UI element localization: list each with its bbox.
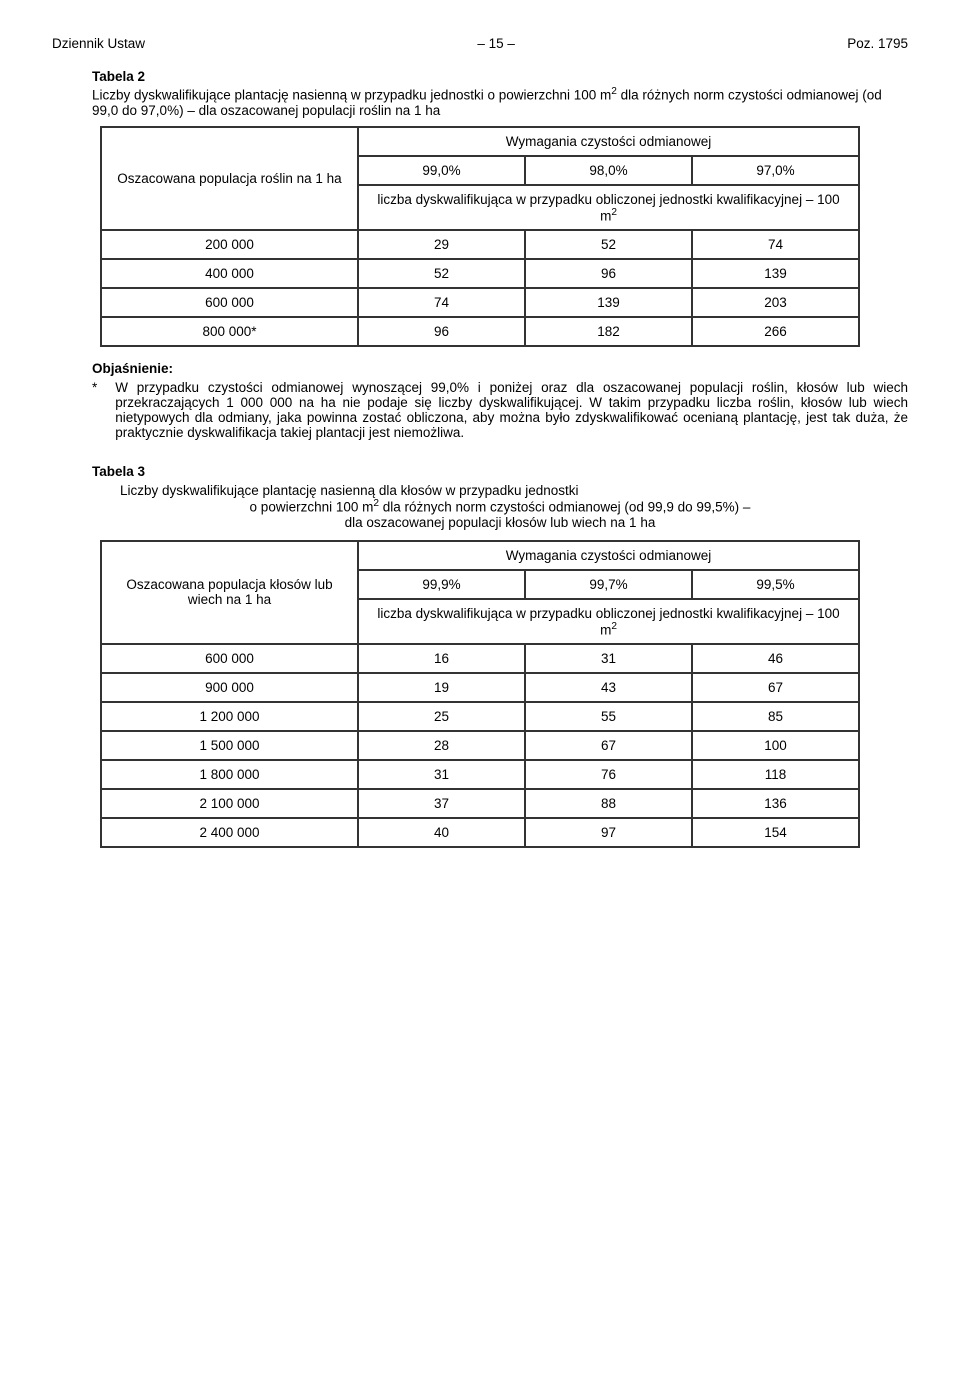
table3-intro: Liczby dyskwalifikujące plantację nasien…: [52, 483, 908, 530]
explain-star: *: [92, 380, 97, 440]
cell-4-1: 76: [525, 760, 692, 789]
cell-6-2: 154: [692, 818, 859, 847]
table-row: 2 100 0003788136: [101, 789, 859, 818]
col-header-2: 97,0%: [692, 156, 859, 185]
cell-0-1: 52: [525, 230, 692, 259]
row-key-6: 2 400 000: [101, 818, 358, 847]
cell-1-1: 43: [525, 673, 692, 702]
cell-1-0: 52: [358, 259, 525, 288]
req-header-cell: Wymagania czystości odmianowej: [358, 541, 859, 570]
cell-0-0: 16: [358, 644, 525, 673]
header-right: Poz. 1795: [847, 36, 908, 51]
cell-6-0: 40: [358, 818, 525, 847]
row-header-cell: Oszacowana populacja roślin na 1 ha: [101, 127, 358, 231]
cell-3-2: 266: [692, 317, 859, 346]
cell-5-0: 37: [358, 789, 525, 818]
table-row: 900 000194367: [101, 673, 859, 702]
row-key-0: 200 000: [101, 230, 358, 259]
table-row: 600 00074139203: [101, 288, 859, 317]
table3: Oszacowana populacja kłosów lub wiech na…: [100, 540, 860, 849]
cell-4-2: 118: [692, 760, 859, 789]
cell-1-2: 139: [692, 259, 859, 288]
explain-text: W przypadku czystości odmianowej wynoszą…: [115, 380, 908, 440]
cell-2-1: 55: [525, 702, 692, 731]
cell-3-2: 100: [692, 731, 859, 760]
cell-0-2: 74: [692, 230, 859, 259]
cell-3-1: 67: [525, 731, 692, 760]
explain-label: Objaśnienie:: [92, 361, 908, 376]
table-row: 1 800 0003176118: [101, 760, 859, 789]
table2-intro: Liczby dyskwalifikujące plantację nasien…: [52, 86, 908, 118]
row-key-2: 600 000: [101, 288, 358, 317]
cell-2-1: 139: [525, 288, 692, 317]
table-row: 400 0005296139: [101, 259, 859, 288]
cell-4-0: 31: [358, 760, 525, 789]
row-key-3: 800 000*: [101, 317, 358, 346]
table-row: 2 400 0004097154: [101, 818, 859, 847]
page-header: Dziennik Ustaw – 15 – Poz. 1795: [52, 36, 908, 51]
col-header-0: 99,0%: [358, 156, 525, 185]
table-row: 1 500 0002867100: [101, 731, 859, 760]
table3-intro-line2: o powierzchni 100 m2 dla różnych norm cz…: [92, 498, 908, 515]
cell-6-1: 97: [525, 818, 692, 847]
cell-0-2: 46: [692, 644, 859, 673]
row-key-1: 400 000: [101, 259, 358, 288]
row-key-1: 900 000: [101, 673, 358, 702]
cell-3-0: 96: [358, 317, 525, 346]
cell-0-1: 31: [525, 644, 692, 673]
cell-5-2: 136: [692, 789, 859, 818]
sub-header-cell: liczba dyskwalifikująca w przypadku obli…: [358, 599, 859, 645]
cell-5-1: 88: [525, 789, 692, 818]
row-header-cell: Oszacowana populacja kłosów lub wiech na…: [101, 541, 358, 645]
row-key-4: 1 800 000: [101, 760, 358, 789]
cell-1-1: 96: [525, 259, 692, 288]
col-header-1: 99,7%: [525, 570, 692, 599]
cell-2-0: 74: [358, 288, 525, 317]
header-center: – 15 –: [477, 36, 515, 51]
cell-2-2: 203: [692, 288, 859, 317]
header-left: Dziennik Ustaw: [52, 36, 145, 51]
cell-2-2: 85: [692, 702, 859, 731]
sub-header-cell: liczba dyskwalifikująca w przypadku obli…: [358, 185, 859, 231]
table-row: 800 000*96182266: [101, 317, 859, 346]
col-header-1: 98,0%: [525, 156, 692, 185]
col-header-0: 99,9%: [358, 570, 525, 599]
table2: Oszacowana populacja roślin na 1 haWymag…: [100, 126, 860, 348]
table3-intro-line3: dla oszacowanej populacji kłosów lub wie…: [92, 515, 908, 530]
row-key-5: 2 100 000: [101, 789, 358, 818]
cell-3-1: 182: [525, 317, 692, 346]
cell-3-0: 28: [358, 731, 525, 760]
cell-1-2: 67: [692, 673, 859, 702]
req-header-cell: Wymagania czystości odmianowej: [358, 127, 859, 156]
table-row: 200 000295274: [101, 230, 859, 259]
table2-title: Tabela 2: [52, 69, 908, 84]
row-key-2: 1 200 000: [101, 702, 358, 731]
table3-title: Tabela 3: [52, 464, 908, 479]
col-header-2: 99,5%: [692, 570, 859, 599]
cell-0-0: 29: [358, 230, 525, 259]
row-key-3: 1 500 000: [101, 731, 358, 760]
table3-intro-line1: Liczby dyskwalifikujące plantację nasien…: [92, 483, 908, 498]
cell-2-0: 25: [358, 702, 525, 731]
row-key-0: 600 000: [101, 644, 358, 673]
cell-1-0: 19: [358, 673, 525, 702]
explain-block: * W przypadku czystości odmianowej wynos…: [92, 380, 908, 440]
table-row: 1 200 000255585: [101, 702, 859, 731]
table-row: 600 000163146: [101, 644, 859, 673]
